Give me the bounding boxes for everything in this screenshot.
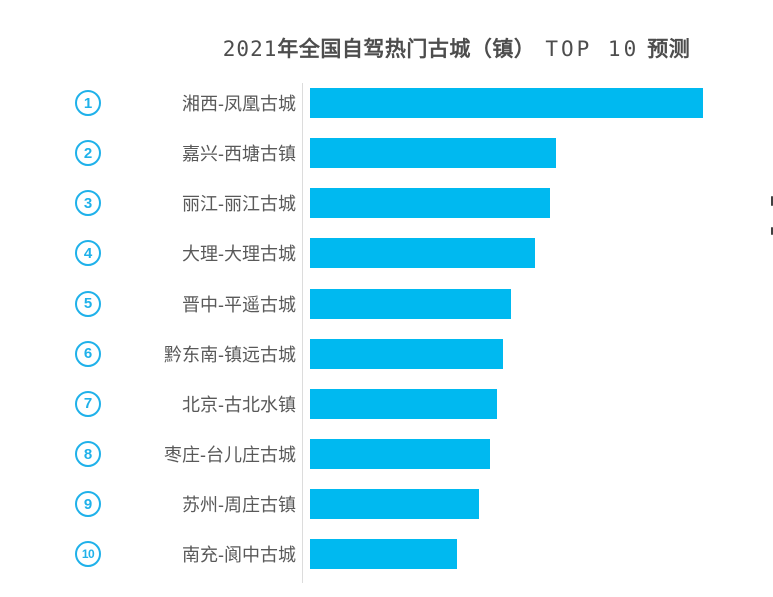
rank-badge: 10 xyxy=(75,541,101,568)
bar xyxy=(310,288,511,319)
category-label: 南充-阆中古城 xyxy=(182,545,296,566)
bar-track xyxy=(310,288,511,319)
bar-track xyxy=(310,188,550,219)
rank-badge: 1 xyxy=(75,90,101,117)
rank-number: 2 xyxy=(83,144,93,162)
rank-number: 8 xyxy=(83,445,93,463)
category-label: 嘉兴-西塘古镇 xyxy=(182,144,296,165)
rank-number: 10 xyxy=(81,547,95,562)
chart-row: 2 嘉兴-西塘古镇 xyxy=(0,128,773,178)
bar xyxy=(310,238,535,269)
rank-number: 1 xyxy=(83,94,93,112)
chart-row: 7 北京-古北水镇 xyxy=(0,379,773,429)
bar xyxy=(310,439,490,470)
rank-number: 3 xyxy=(83,194,93,212)
clipped-glyph-fragment xyxy=(771,196,773,206)
chart-row: 1 湘西-凤凰古城 xyxy=(0,78,773,128)
rank-number: 4 xyxy=(83,244,93,262)
rank-badge: 2 xyxy=(75,140,101,167)
rank-number: 7 xyxy=(83,395,93,413)
chart-row: 4 大理-大理古城 xyxy=(0,228,773,278)
chart-row: 6 黔东南-镇远古城 xyxy=(0,329,773,379)
bar-track xyxy=(310,338,503,369)
category-label: 枣庄-台儿庄古城 xyxy=(164,445,296,466)
chart-row: 9 苏州-周庄古镇 xyxy=(0,479,773,529)
bar xyxy=(310,489,479,520)
chart-title: 2021年全国自驾热门古城（镇） TOP 10 预测 xyxy=(140,33,773,63)
category-label: 黔东南-镇远古城 xyxy=(164,344,296,365)
category-label: 晋中-平遥古城 xyxy=(182,294,296,315)
rank-number: 5 xyxy=(83,295,93,313)
bar-track xyxy=(310,388,497,419)
clipped-glyph-fragment xyxy=(771,227,773,235)
title-suffix: 预测 xyxy=(647,38,691,61)
rank-badge: 5 xyxy=(75,290,101,317)
bar-track xyxy=(310,138,556,169)
rank-badge: 8 xyxy=(75,441,101,468)
chart-row: 5 晋中-平遥古城 xyxy=(0,279,773,329)
category-label: 大理-大理古城 xyxy=(182,244,296,265)
category-label: 北京-古北水镇 xyxy=(182,394,296,415)
category-label: 苏州-周庄古镇 xyxy=(182,495,296,516)
title-main-text: 年全国自驾热门古城（镇） xyxy=(277,38,536,61)
bar xyxy=(310,138,556,169)
chart-row: 3 丽江-丽江古城 xyxy=(0,178,773,228)
title-top10: TOP 10 xyxy=(545,37,640,61)
rank-badge: 7 xyxy=(75,390,101,417)
bar-track xyxy=(310,88,703,119)
category-label: 丽江-丽江古城 xyxy=(182,194,296,215)
bar xyxy=(310,388,497,419)
chart-rows: 1 湘西-凤凰古城 2 嘉兴-西塘古镇 3 丽江-丽江古城 4 大理-大理古城 … xyxy=(0,78,773,579)
rank-number: 6 xyxy=(83,345,93,363)
bar-track xyxy=(310,489,479,520)
bar xyxy=(310,88,703,119)
bar-track xyxy=(310,539,457,570)
title-year: 2021 xyxy=(222,37,278,61)
bar xyxy=(310,338,503,369)
y-axis-line xyxy=(302,83,303,583)
rank-badge: 9 xyxy=(75,491,101,518)
rank-badge: 3 xyxy=(75,190,101,217)
bar-track xyxy=(310,238,535,269)
rank-number: 9 xyxy=(83,495,93,513)
bar xyxy=(310,188,550,219)
bar-track xyxy=(310,439,490,470)
rank-badge: 6 xyxy=(75,340,101,367)
category-label: 湘西-凤凰古城 xyxy=(182,94,296,115)
chart-row: 10 南充-阆中古城 xyxy=(0,529,773,579)
chart-row: 8 枣庄-台儿庄古城 xyxy=(0,429,773,479)
rank-badge: 4 xyxy=(75,240,101,267)
bar xyxy=(310,539,457,570)
